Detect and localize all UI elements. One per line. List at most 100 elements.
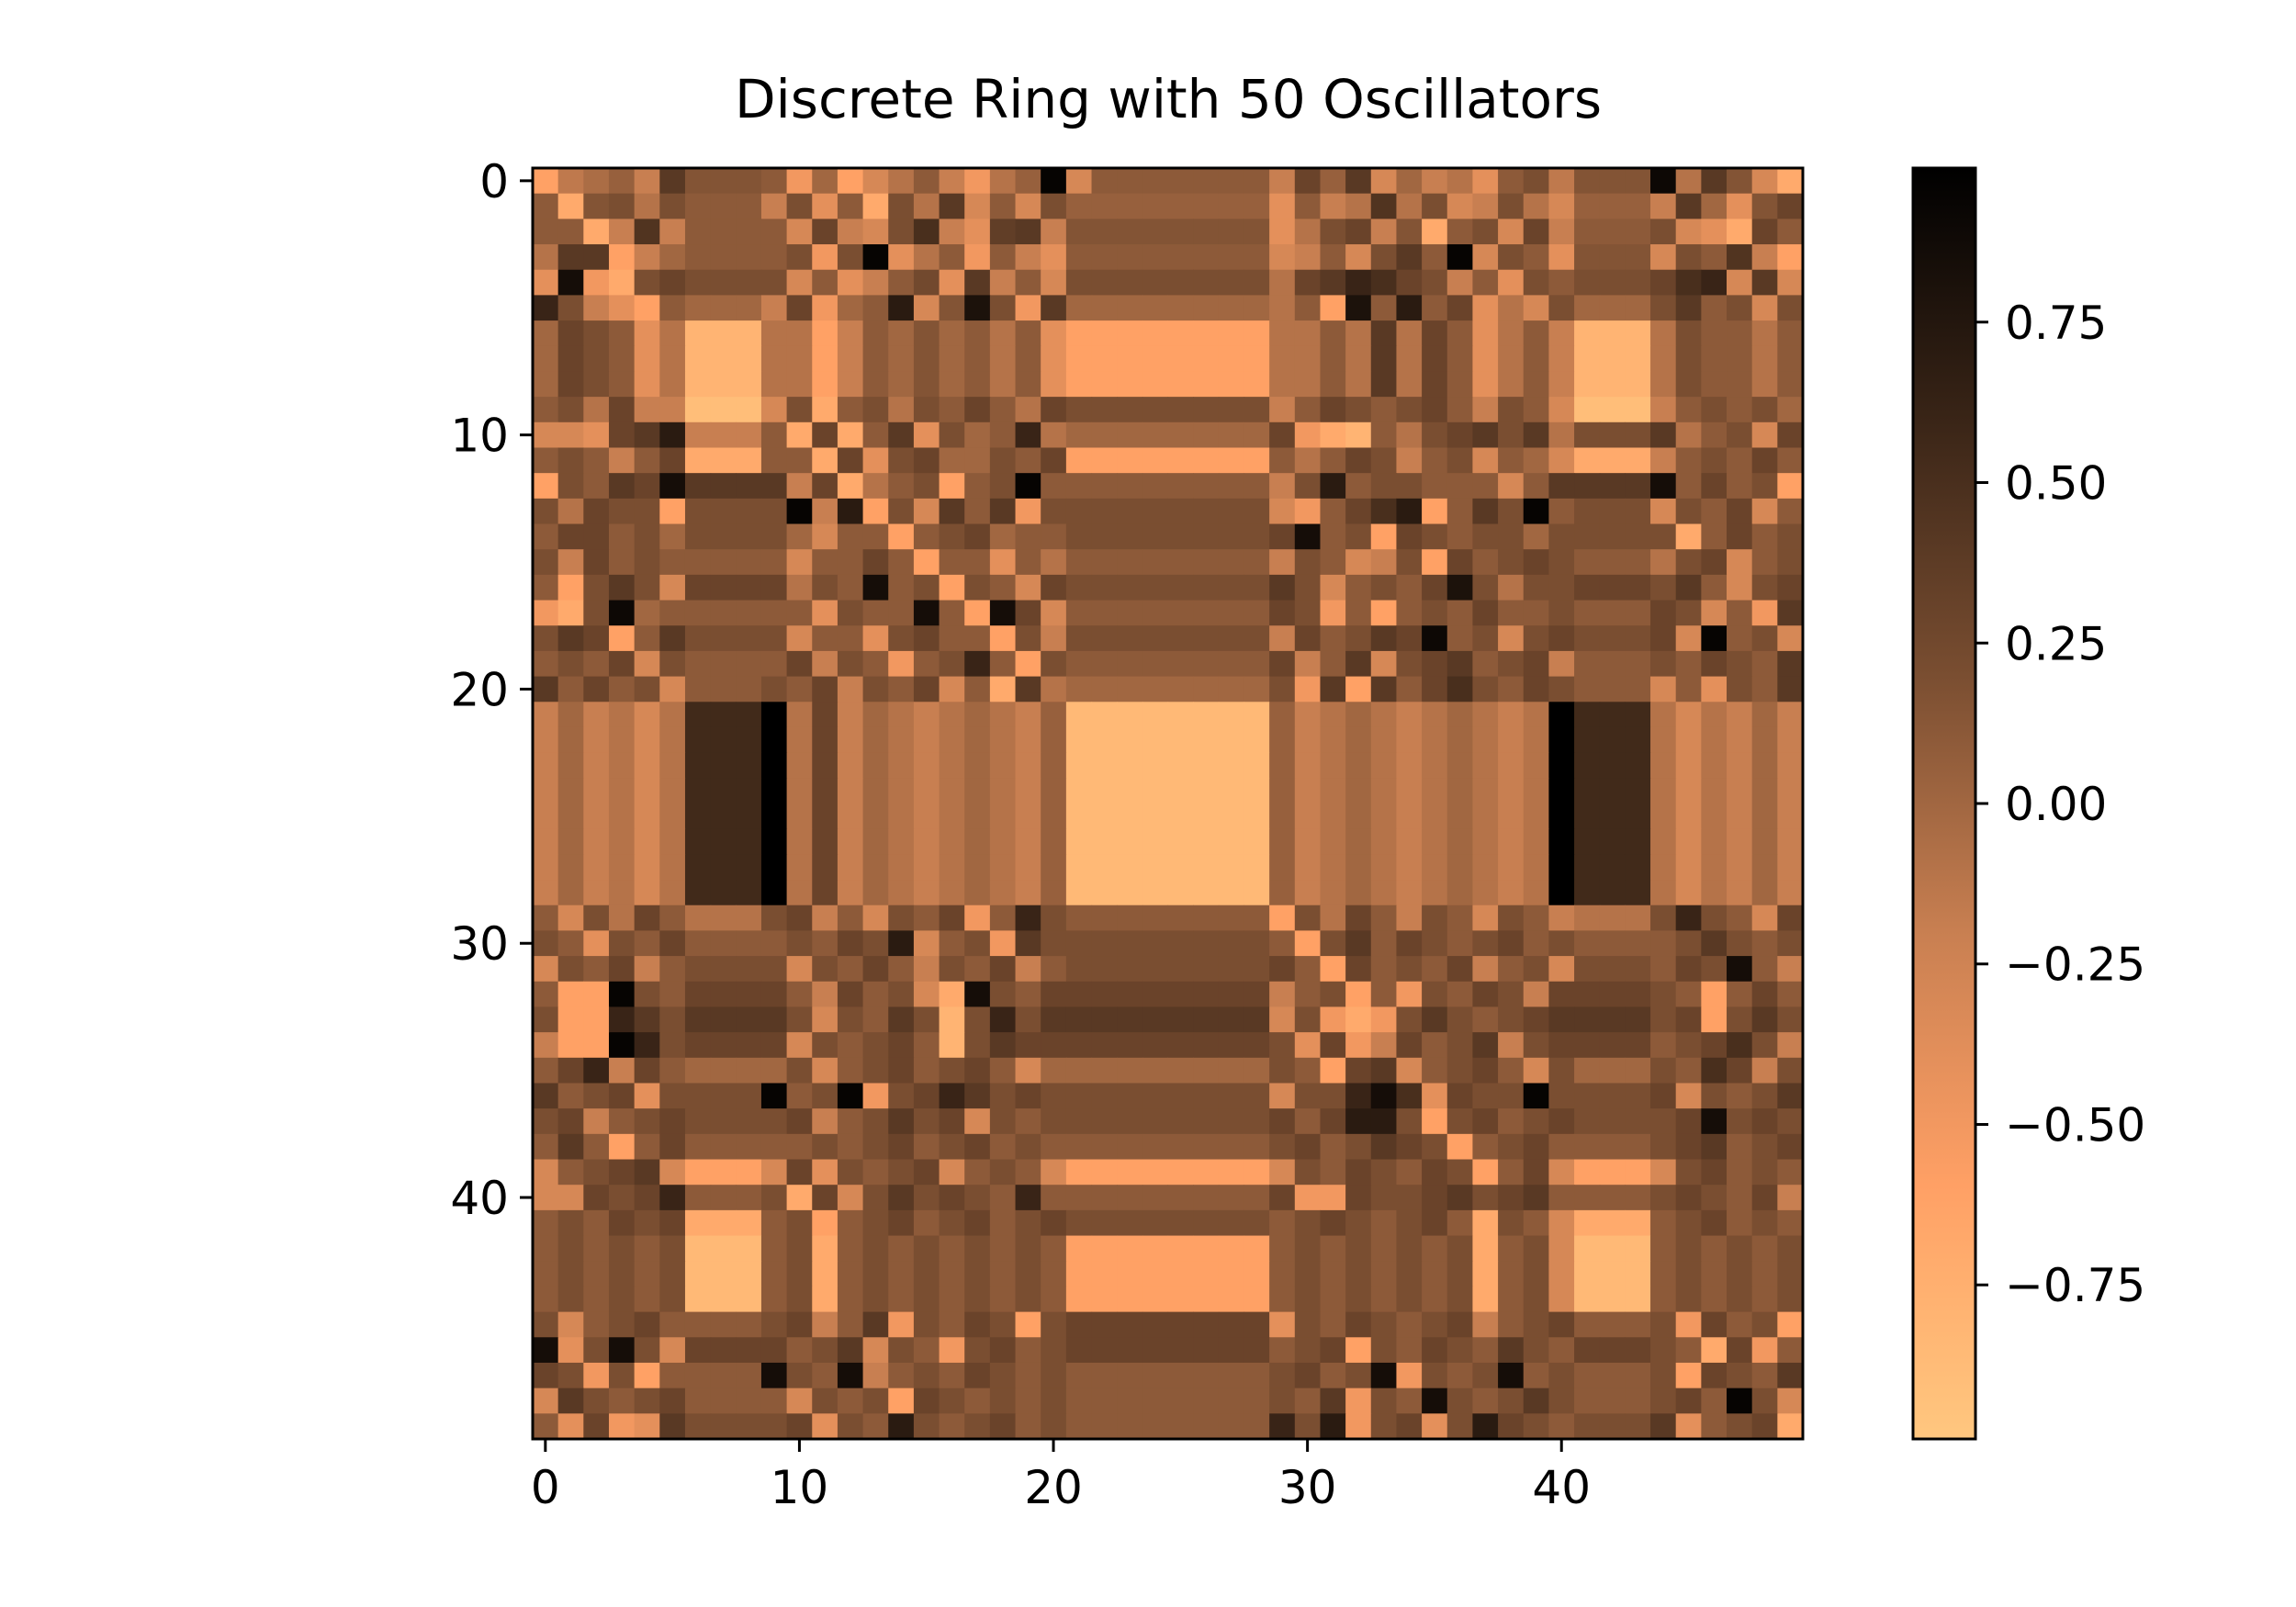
heatmap-cell — [634, 956, 660, 983]
heatmap-cell — [684, 752, 712, 779]
heatmap-cell — [1041, 1311, 1067, 1338]
heatmap-cell — [1117, 778, 1143, 804]
heatmap-cell — [1193, 371, 1220, 398]
heatmap-cell — [964, 702, 991, 728]
heatmap-cell — [684, 168, 712, 195]
heatmap-cell — [1396, 1388, 1423, 1414]
heatmap-cell — [888, 956, 915, 983]
heatmap-cell — [760, 854, 788, 881]
heatmap-cell — [1422, 1209, 1448, 1237]
heatmap-cell — [583, 498, 610, 525]
heatmap-cell — [1117, 702, 1143, 728]
heatmap-cell — [786, 930, 813, 957]
heatmap-cell — [1244, 1362, 1270, 1389]
heatmap-cell — [1345, 574, 1372, 601]
x-tick-label: 0 — [531, 1461, 560, 1514]
heatmap-cell — [1167, 168, 1194, 195]
heatmap-cell — [888, 574, 915, 601]
heatmap-cell — [1498, 1159, 1525, 1186]
heatmap-cell — [1320, 880, 1346, 906]
heatmap-cell — [1244, 549, 1270, 576]
heatmap-cell — [1396, 1159, 1423, 1186]
heatmap-cell — [837, 1413, 864, 1440]
heatmap-cell — [1015, 930, 1041, 957]
heatmap-cell — [1548, 498, 1575, 525]
heatmap-cell — [1320, 854, 1346, 881]
heatmap-cell — [1218, 269, 1245, 296]
heatmap-cell — [1142, 421, 1169, 449]
heatmap-cell — [1370, 1311, 1398, 1338]
heatmap-cell — [659, 1311, 686, 1338]
heatmap-cell — [837, 1388, 864, 1414]
heatmap-cell — [736, 1006, 762, 1033]
heatmap-cell — [1574, 421, 1601, 449]
heatmap-cell — [1091, 880, 1118, 906]
heatmap-cell — [1675, 168, 1702, 195]
heatmap-cell — [1244, 804, 1270, 830]
heatmap-cell — [1727, 1235, 1753, 1262]
heatmap-cell — [1370, 625, 1398, 652]
heatmap-cell — [557, 1108, 584, 1135]
heatmap-cell — [1041, 1337, 1067, 1364]
heatmap-cell — [1370, 1362, 1398, 1389]
heatmap-cell — [1269, 549, 1296, 576]
heatmap-cell — [1701, 1337, 1728, 1364]
heatmap-cell — [659, 168, 686, 195]
heatmap-cell — [939, 1057, 965, 1084]
heatmap-cell — [1422, 1108, 1448, 1135]
heatmap-cell — [939, 1032, 965, 1059]
heatmap-cell — [1117, 1337, 1143, 1364]
heatmap-cell — [888, 523, 915, 550]
heatmap-cell — [786, 752, 813, 779]
heatmap-cell — [1041, 421, 1067, 449]
heatmap-cell — [1065, 574, 1093, 601]
heatmap-cell — [557, 1185, 584, 1211]
heatmap-cell — [1193, 1413, 1220, 1440]
heatmap-cell — [1269, 828, 1296, 855]
heatmap-cell — [812, 193, 838, 219]
heatmap-cell — [1396, 676, 1423, 702]
heatmap-cell — [1446, 574, 1474, 601]
heatmap-cell — [557, 295, 584, 321]
heatmap-cell — [1701, 1235, 1728, 1262]
heatmap-cell — [1727, 421, 1753, 449]
heatmap-cell — [760, 498, 788, 525]
heatmap-cell — [533, 726, 559, 754]
heatmap-cell — [1727, 193, 1753, 219]
heatmap-cell — [634, 295, 660, 321]
heatmap-cell — [1625, 981, 1651, 1008]
heatmap-cell — [1244, 1235, 1270, 1262]
heatmap-cell — [1320, 1388, 1346, 1414]
heatmap-cell — [1675, 650, 1702, 678]
heatmap-cell — [1396, 168, 1423, 195]
heatmap-cell — [1218, 752, 1245, 779]
heatmap-cell — [736, 498, 762, 525]
heatmap-cell — [760, 1083, 788, 1109]
heatmap-cell — [1345, 168, 1372, 195]
heatmap-cell — [1294, 1413, 1322, 1440]
heatmap-cell — [557, 650, 584, 678]
heatmap-cell — [1193, 625, 1220, 652]
heatmap-cell — [913, 1057, 940, 1084]
heatmap-cell — [1498, 1413, 1525, 1440]
heatmap-cell — [1701, 269, 1728, 296]
heatmap-cell — [1498, 752, 1525, 779]
heatmap-cell — [608, 345, 636, 373]
heatmap-cell — [1574, 676, 1601, 702]
heatmap-cell — [1091, 371, 1118, 398]
heatmap-cell — [1777, 930, 1804, 957]
heatmap-cell — [1294, 650, 1322, 678]
heatmap-cell — [888, 244, 915, 271]
heatmap-cell — [710, 295, 737, 321]
heatmap-cell — [1574, 1032, 1601, 1059]
heatmap-cell — [1142, 880, 1169, 906]
heatmap-cell — [939, 523, 965, 550]
heatmap-cell — [1675, 320, 1702, 347]
heatmap-cell — [1675, 397, 1702, 423]
heatmap-cell — [1091, 193, 1118, 219]
heatmap-cell — [913, 854, 940, 881]
heatmap-cell — [533, 1261, 559, 1287]
heatmap-cell — [1701, 726, 1728, 754]
heatmap-cell — [710, 345, 737, 373]
heatmap-cell — [1574, 625, 1601, 652]
